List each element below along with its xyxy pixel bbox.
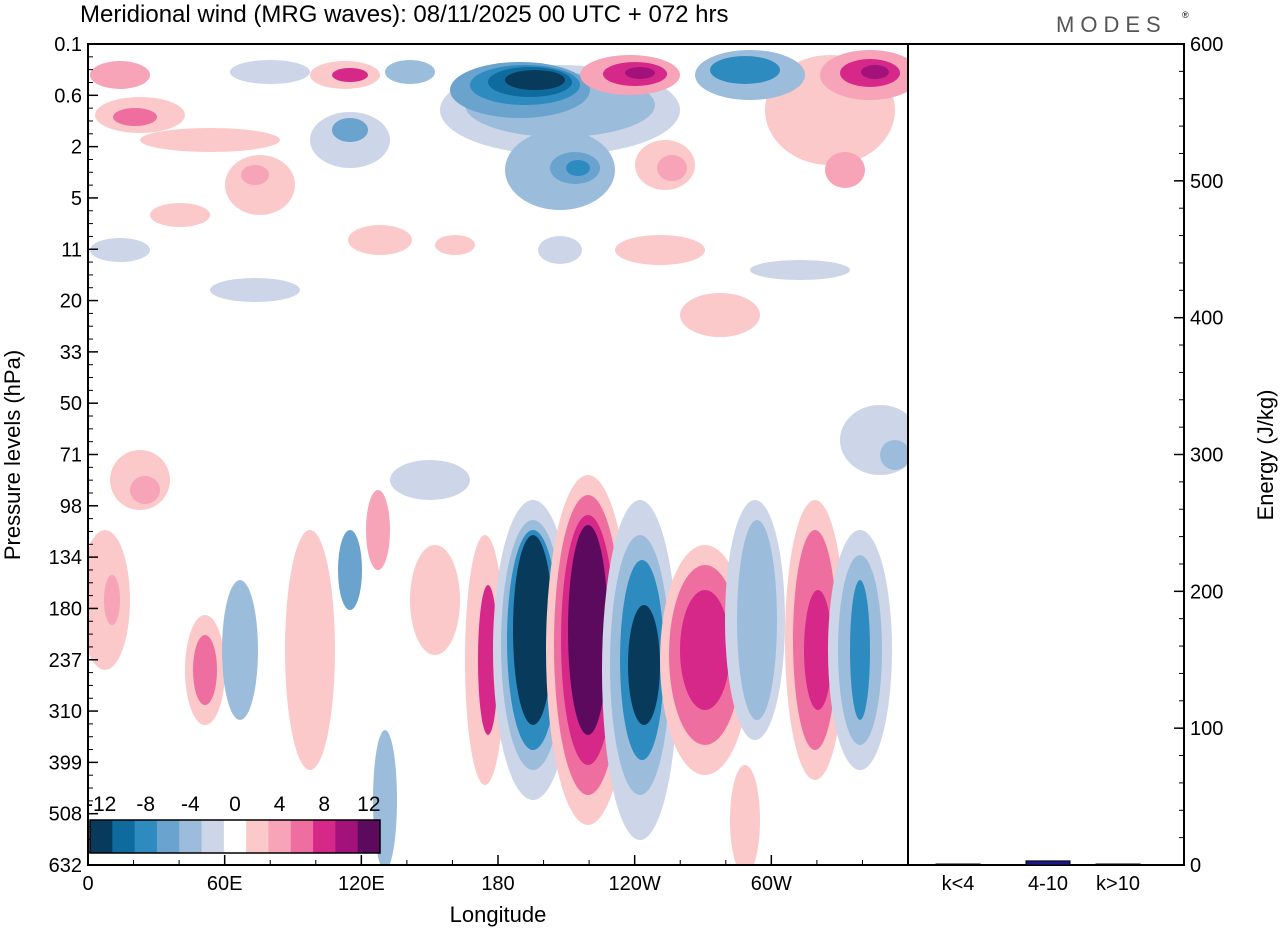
y-tick-label: 71: [60, 445, 82, 467]
colorbar-cell: [134, 820, 158, 853]
colorbar-frame: [89, 819, 381, 854]
colorbar-cell: [357, 820, 381, 853]
colorbar-cell: [313, 820, 336, 853]
energy-tick-label: 100: [1190, 718, 1223, 740]
colorbar-label: 12: [357, 793, 380, 816]
y-tick-label: 399: [49, 752, 82, 774]
energy-panel: 0 100 200 300 400 500 600 k<4 4-10 k>10 Energy (…: [907, 34, 1278, 895]
colorbar-cell: [290, 820, 314, 853]
y-tick-label: 5: [71, 188, 82, 210]
x-tick-label: 120W: [609, 873, 661, 895]
colorbar-cells: [90, 820, 381, 853]
y-tick-label: 98: [60, 496, 82, 518]
y-tick-label: 134: [49, 547, 82, 569]
colorbar-cell: [335, 820, 359, 853]
heatmap-panel: 0.1 0.6 2 5 11 20 33 50 71 98 134 180 237 310 399 508 63…: [0, 34, 909, 927]
colorbar-cell: [223, 820, 247, 853]
y-tick-label: 33: [60, 342, 82, 364]
x-tick-label: 180: [481, 873, 514, 895]
energy-tick-label: 300: [1190, 445, 1223, 467]
colorbar-label: -4: [181, 793, 200, 816]
energy-tick-label: 600: [1190, 34, 1223, 56]
x-axis-label: Longitude: [450, 902, 547, 927]
y-tick-label: 180: [49, 598, 82, 620]
energy-bar: [1095, 863, 1141, 866]
y-tick-label: 11: [61, 239, 82, 261]
energy-category-label: k>10: [1096, 873, 1140, 895]
x-tick-label: 120E: [338, 873, 385, 895]
logo: MODES: [1056, 12, 1167, 37]
energy-tick-label: 400: [1190, 308, 1223, 330]
y-tick-label: 237: [49, 650, 82, 672]
y-tick-label: 20: [60, 291, 82, 313]
colorbar-cell: [201, 820, 225, 853]
colorbar-cell: [112, 820, 136, 853]
colorbar: -12 -8 -4 0 4 8 12: [86, 793, 381, 854]
energy-category-label: k<4: [942, 873, 975, 895]
y-tick-label: 2: [71, 137, 82, 159]
colorbar-labels: -12 -8 -4 0 4 8 12: [86, 793, 381, 816]
logo-registered-mark: ®: [1182, 10, 1189, 20]
colorbar-cell: [156, 820, 180, 853]
energy-bars: [935, 860, 1141, 866]
energy-bar: [935, 863, 981, 866]
x-tick-label: 0: [82, 873, 93, 895]
y-tick-label: 0.1: [54, 34, 82, 56]
y-tick-label: 50: [60, 393, 82, 415]
colorbar-cell: [90, 820, 113, 853]
longitude-axis: 0 60E 120E 180 120W 60W: [82, 855, 909, 895]
energy-tick-label: 0: [1190, 855, 1201, 877]
energy-axis: 0 100 200 300 400 500 600: [1174, 34, 1223, 877]
colorbar-label: 0: [229, 793, 241, 816]
x-tick-label: 60E: [207, 873, 243, 895]
energy-category-label: 4-10: [1028, 873, 1068, 895]
energy-tick-label: 200: [1190, 581, 1223, 603]
colorbar-cell: [179, 820, 203, 853]
contour-field: [88, 50, 908, 865]
y-tick-label: 0.6: [54, 85, 82, 107]
y-tick-label: 508: [49, 804, 82, 826]
y-axis-label: Pressure levels (hPa): [0, 350, 25, 560]
energy-frame: [907, 43, 1185, 866]
energy-axis-label: Energy (J/kg): [1253, 390, 1278, 521]
colorbar-cell: [268, 820, 292, 853]
colorbar-label: 4: [274, 793, 286, 816]
y-tick-label: 310: [49, 701, 82, 723]
chart-title: Meridional wind (MRG waves): 08/11/2025 …: [80, 1, 729, 28]
energy-bar: [1025, 860, 1071, 866]
colorbar-label: 8: [318, 793, 330, 816]
y-tick-label: 632: [49, 855, 82, 877]
x-tick-label: 60W: [751, 873, 792, 895]
colorbar-label: -12: [86, 793, 116, 816]
energy-categories: k<4 4-10 k>10: [942, 873, 1140, 895]
energy-tick-label: 500: [1190, 171, 1223, 193]
colorbar-cell: [246, 820, 269, 853]
colorbar-label: -8: [136, 793, 155, 816]
pressure-axis: 0.1 0.6 2 5 11 20 33 50 71 98 134 180 237 310 399 508 63…: [49, 34, 98, 877]
